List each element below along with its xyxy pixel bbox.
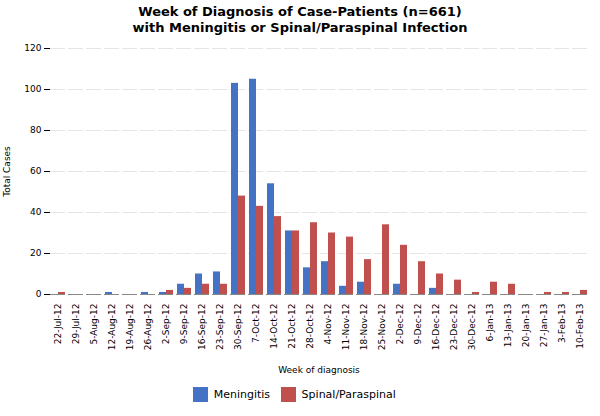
svg-text:21-Oct-12: 21-Oct-12	[287, 304, 297, 349]
svg-text:30-Sep-12: 30-Sep-12	[233, 304, 243, 350]
svg-text:7-Oct-12: 7-Oct-12	[251, 304, 261, 344]
svg-text:2-Sep-12: 2-Sep-12	[161, 304, 171, 345]
html-text:Meningitis: Meningitis	[213, 388, 271, 401]
svg-text:29-Jul-12: 29-Jul-12	[71, 304, 81, 345]
svg-text:13-Jan-13: 13-Jan-13	[503, 304, 513, 348]
svg-text:12-Aug-12: 12-Aug-12	[107, 304, 117, 351]
svg-text:20-Jan-13: 20-Jan-13	[521, 304, 531, 348]
svg-text:14-Oct-12: 14-Oct-12	[269, 304, 279, 349]
svg-text:60: 60	[30, 166, 42, 176]
svg-text:30-Dec-12: 30-Dec-12	[467, 304, 477, 351]
svg-text:18-Nov-12: 18-Nov-12	[359, 304, 369, 351]
svg-text:20: 20	[30, 248, 42, 258]
svg-text:9-Sep-12: 9-Sep-12	[179, 304, 189, 345]
svg-text:6-Jan-13: 6-Jan-13	[485, 304, 495, 342]
svg-text:28-Oct-12: 28-Oct-12	[305, 304, 315, 349]
svg-text:120: 120	[24, 43, 41, 53]
html-text:Week of Diagnosis of Case-Pati: Week of Diagnosis of Case-Patients (n=66…	[132, 4, 468, 35]
svg-text:Week of diagnosis: Week of diagnosis	[278, 365, 360, 375]
svg-text:11-Nov-12: 11-Nov-12	[341, 304, 351, 351]
svg-text:Total Cases: Total Cases	[2, 146, 12, 198]
svg-text:25-Nov-12: 25-Nov-12	[377, 304, 387, 351]
svg-text:80: 80	[30, 125, 42, 135]
svg-text:4-Nov-12: 4-Nov-12	[323, 304, 333, 345]
svg-text:27-Jan-13: 27-Jan-13	[539, 304, 549, 348]
svg-text:16-Sep-12: 16-Sep-12	[197, 304, 207, 350]
svg-text:23-Sep-12: 23-Sep-12	[215, 304, 225, 350]
svg-text:23-Dec-12: 23-Dec-12	[449, 304, 459, 351]
svg-text:16-Dec-12: 16-Dec-12	[431, 304, 441, 351]
svg-text:22-Jul-12: 22-Jul-12	[53, 304, 63, 345]
svg-text:2-Dec-12: 2-Dec-12	[395, 304, 405, 345]
svg-text:5-Aug-12: 5-Aug-12	[89, 304, 99, 345]
svg-text:26-Aug-12: 26-Aug-12	[143, 304, 153, 351]
svg-text:0: 0	[36, 289, 42, 299]
svg-text:3-Feb-13: 3-Feb-13	[557, 304, 567, 344]
svg-text:9-Dec-12: 9-Dec-12	[413, 304, 423, 345]
svg-text:100: 100	[24, 84, 41, 94]
svg-text:40: 40	[30, 207, 42, 217]
svg-text:10-Feb-13: 10-Feb-13	[575, 304, 585, 349]
html-text:Spinal/Paraspinal: Spinal/Paraspinal	[301, 388, 396, 401]
svg-text:19-Aug-12: 19-Aug-12	[125, 304, 135, 351]
